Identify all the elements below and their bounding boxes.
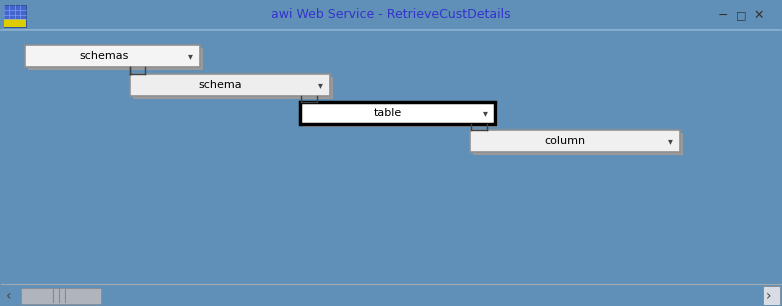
Text: ›: › [766, 289, 772, 303]
FancyBboxPatch shape [21, 288, 101, 304]
Text: ▾: ▾ [317, 80, 322, 90]
Text: ▾: ▾ [482, 108, 487, 118]
FancyBboxPatch shape [763, 286, 780, 305]
FancyBboxPatch shape [133, 77, 333, 99]
Text: □: □ [736, 10, 746, 21]
FancyBboxPatch shape [300, 102, 495, 124]
Text: schemas: schemas [79, 51, 128, 61]
FancyBboxPatch shape [470, 130, 680, 152]
Text: ▾: ▾ [188, 51, 192, 61]
Text: table: table [374, 108, 402, 118]
Text: ▾: ▾ [668, 136, 673, 146]
Text: ‹: ‹ [6, 289, 12, 303]
FancyBboxPatch shape [4, 19, 26, 27]
FancyBboxPatch shape [473, 133, 683, 155]
FancyBboxPatch shape [4, 5, 26, 27]
FancyBboxPatch shape [25, 45, 200, 67]
Text: column: column [544, 136, 585, 146]
Text: awi Web Service - RetrieveCustDetails: awi Web Service - RetrieveCustDetails [271, 8, 511, 21]
FancyBboxPatch shape [130, 74, 330, 96]
Text: schema: schema [198, 80, 242, 90]
Text: −: − [718, 9, 728, 22]
FancyBboxPatch shape [28, 48, 203, 70]
FancyBboxPatch shape [303, 105, 498, 127]
Text: ✕: ✕ [754, 9, 764, 22]
